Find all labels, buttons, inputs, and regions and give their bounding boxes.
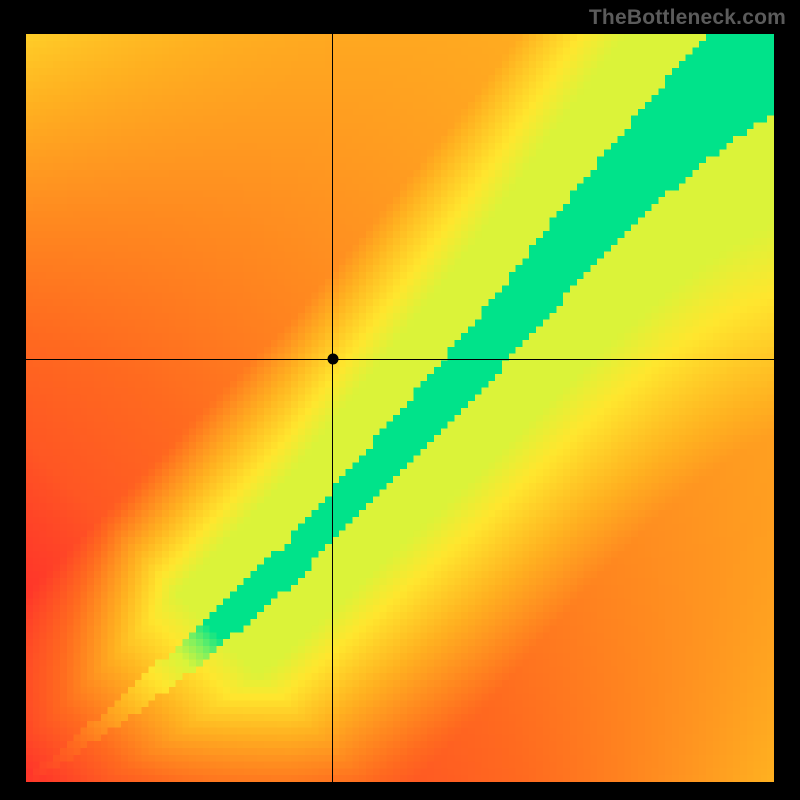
crosshair-horizontal — [26, 359, 774, 360]
chart-container: { "type": "heatmap", "canvas": { "width"… — [0, 0, 800, 800]
bottleneck-heatmap — [26, 34, 774, 782]
crosshair-vertical — [332, 34, 333, 782]
watermark-text: TheBottleneck.com — [589, 6, 786, 30]
crosshair-marker — [327, 354, 338, 365]
